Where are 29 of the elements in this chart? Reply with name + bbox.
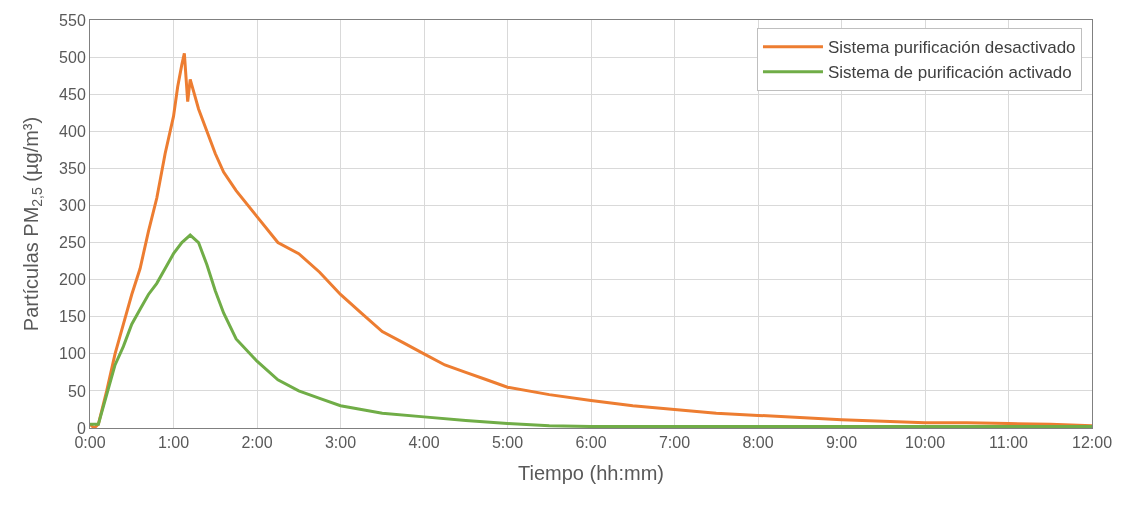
x-tick-label: 11:00 [989,434,1029,452]
x-tick-label: 8:00 [742,434,774,452]
x-tick-label: 9:00 [825,434,858,452]
x-tick-label: 10:00 [904,434,946,452]
y-tick-label: 0 [76,419,86,437]
x-tick-label: 12:00 [1071,434,1113,452]
y-tick-label: 550 [59,11,86,29]
y-tick-label: 150 [59,308,86,326]
y-tick-label: 350 [59,159,86,177]
legend-label: Sistema purificación desactivado [827,38,1076,58]
x-tick-label: 3:00 [324,434,357,452]
x-tick-label: 7:00 [658,434,691,452]
x-tick-label: 2:00 [241,434,273,452]
legend-label: Sistema de purificación activado [827,63,1072,83]
y-tick-label: 300 [59,197,86,215]
x-axis-title: Tiempo (hh:mm) [518,461,664,484]
x-tick-label: 5:00 [491,434,524,452]
x-tick-label: 1:00 [157,434,190,452]
y-tick-label: 400 [59,122,86,140]
y-tick-label: 250 [59,234,86,252]
y-tick-label: 200 [59,271,86,289]
y-tick-label: 50 [68,382,86,400]
x-tick-label: 4:00 [408,434,440,452]
y-tick-label: 100 [59,345,86,363]
y-tick-label: 450 [59,85,86,103]
line-series [90,233,1092,428]
x-tick-label: 6:00 [575,434,607,452]
y-tick-label: 500 [59,48,86,66]
x-tick-label: 0:00 [74,434,106,452]
